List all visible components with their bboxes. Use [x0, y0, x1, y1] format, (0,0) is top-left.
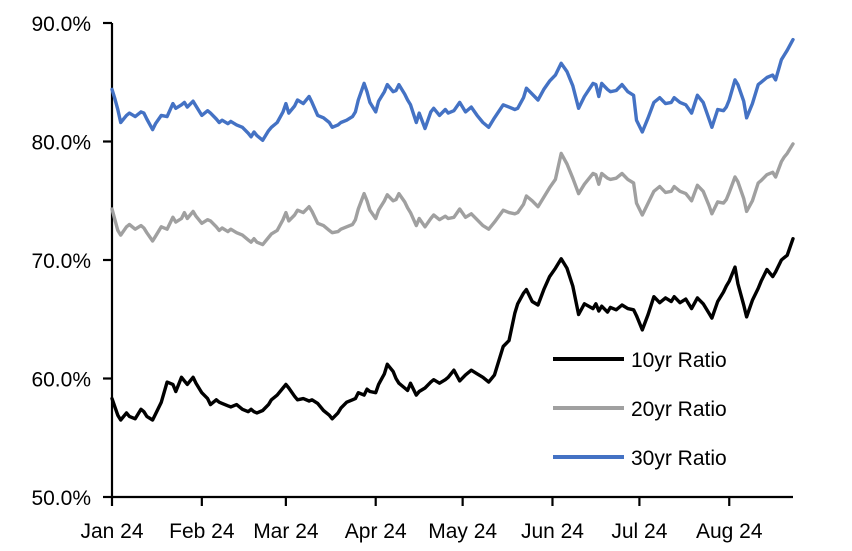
y-axis-tick-label: 70.0%: [31, 250, 91, 273]
x-axis-tick-label: Jan 24: [80, 520, 143, 543]
y-axis-tick-label: 60.0%: [31, 369, 91, 392]
x-axis-tick-label: Feb 24: [169, 520, 235, 543]
series-line-20yr-ratio: [110, 142, 795, 247]
y-axis-tick-label: 80.0%: [31, 132, 91, 155]
y-axis-tick-label: 90.0%: [31, 13, 91, 36]
legend-label-20yr-ratio: 20yr Ratio: [631, 398, 727, 421]
x-axis-tick-label: Jul 24: [611, 520, 667, 543]
series-line-30yr-ratio: [110, 37, 795, 143]
x-axis-tick-label: Aug 24: [696, 520, 763, 543]
x-axis-tick-label: May 24: [428, 520, 497, 543]
series-line-10yr-ratio: [110, 236, 795, 422]
legend-label-30yr-ratio: 30yr Ratio: [631, 447, 727, 470]
legend-label-10yr-ratio: 10yr Ratio: [631, 349, 727, 372]
x-axis-tick-label: Mar 24: [253, 520, 319, 543]
y-axis-tick-label: 50.0%: [31, 487, 91, 510]
x-axis-tick-label: Jun 24: [521, 520, 584, 543]
axis-lines: [110, 23, 793, 499]
x-axis-tick-label: Apr 24: [345, 520, 407, 543]
legend: 10yr Ratio 20yr Ratio 30yr Ratio: [553, 349, 727, 470]
